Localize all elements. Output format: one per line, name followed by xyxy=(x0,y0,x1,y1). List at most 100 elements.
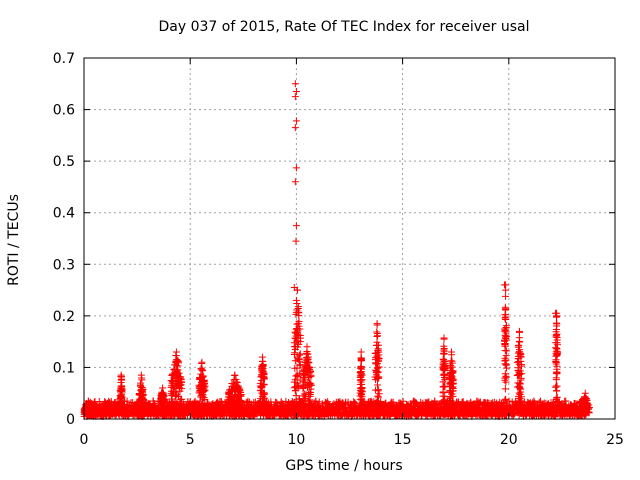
data-point xyxy=(552,349,560,357)
data-point xyxy=(356,389,364,397)
y-tick-label: 0.3 xyxy=(53,257,75,273)
data-point xyxy=(439,383,447,391)
data-point xyxy=(439,359,447,367)
data-point xyxy=(292,296,300,304)
data-point xyxy=(232,381,240,389)
data-point xyxy=(375,363,383,371)
y-tick-label: 0.6 xyxy=(53,103,75,119)
data-point xyxy=(293,306,301,314)
data-point xyxy=(514,358,522,366)
data-point xyxy=(293,364,301,372)
data-point xyxy=(200,384,208,392)
data-point xyxy=(505,397,513,405)
x-tick-label: 15 xyxy=(394,432,412,448)
data-point xyxy=(293,325,301,333)
y-tick-label: 0.1 xyxy=(53,360,75,376)
data-point xyxy=(502,395,510,403)
data-point xyxy=(446,388,454,396)
data-point xyxy=(229,380,237,388)
data-point xyxy=(235,402,243,410)
data-point xyxy=(358,393,366,401)
data-point xyxy=(292,117,300,125)
data-point xyxy=(447,404,455,412)
data-point xyxy=(258,389,266,397)
data-point xyxy=(508,398,516,406)
data-point xyxy=(372,376,380,384)
data-point xyxy=(117,408,125,416)
axis-tick-labels: 0 0.1 0.2 0.3 0.4 0.5 0.6 0.7 0 5 10 15 20 25 xyxy=(53,51,624,448)
data-point xyxy=(292,164,300,172)
data-point xyxy=(516,351,524,359)
data-point xyxy=(198,358,206,366)
data-point xyxy=(292,237,300,245)
data-point xyxy=(136,406,144,414)
data-point xyxy=(299,408,307,416)
data-point xyxy=(553,365,561,373)
data-point xyxy=(117,371,125,379)
data-point xyxy=(258,383,266,391)
data-point xyxy=(260,373,268,381)
data-point xyxy=(169,378,177,386)
data-point xyxy=(294,337,302,345)
data-point xyxy=(175,408,183,416)
data-point xyxy=(85,400,93,408)
data-point xyxy=(372,404,380,412)
data-point xyxy=(553,393,561,401)
data-point xyxy=(258,392,266,400)
data-point xyxy=(137,371,145,379)
data-point xyxy=(501,281,509,289)
data-point xyxy=(299,370,307,378)
data-point xyxy=(296,331,304,339)
data-point xyxy=(517,357,525,365)
data-point xyxy=(174,380,182,388)
data-point xyxy=(294,343,302,351)
data-point xyxy=(373,329,381,337)
data-point xyxy=(441,407,449,415)
data-point xyxy=(373,320,381,328)
data-point xyxy=(199,393,207,401)
data-point xyxy=(552,328,560,336)
data-point xyxy=(374,381,382,389)
data-point xyxy=(200,378,208,386)
data-point xyxy=(157,395,165,403)
data-point xyxy=(439,403,447,411)
data-point xyxy=(356,376,364,384)
data-point xyxy=(515,394,523,402)
data-point xyxy=(372,366,380,374)
data-point xyxy=(449,367,457,375)
data-point xyxy=(357,363,365,371)
data-point xyxy=(356,407,364,415)
data-point xyxy=(304,373,312,381)
data-point xyxy=(159,384,167,392)
data-point xyxy=(296,350,304,358)
data-point xyxy=(295,395,303,403)
data-point xyxy=(291,376,299,384)
y-tick-label: 0.2 xyxy=(53,309,75,325)
y-tick-label: 0.7 xyxy=(53,51,75,67)
data-point xyxy=(553,312,561,320)
x-tick-label: 0 xyxy=(80,432,89,448)
data-point xyxy=(412,399,420,407)
data-point xyxy=(303,343,311,351)
data-point xyxy=(375,393,383,401)
data-point xyxy=(257,401,265,409)
data-point xyxy=(440,334,448,342)
data-point xyxy=(226,407,234,415)
data-point xyxy=(375,400,383,408)
data-point xyxy=(299,384,307,392)
data-point xyxy=(227,399,235,407)
data-point xyxy=(503,332,511,340)
data-point xyxy=(135,401,143,409)
data-point xyxy=(292,325,300,333)
data-point xyxy=(358,376,366,384)
data-point xyxy=(170,388,178,396)
data-point xyxy=(306,379,314,387)
data-points xyxy=(80,80,593,420)
data-point xyxy=(502,292,510,300)
data-point xyxy=(170,406,178,414)
data-point xyxy=(168,395,176,403)
data-point xyxy=(515,341,523,349)
data-point xyxy=(447,378,455,386)
data-point xyxy=(138,376,146,384)
